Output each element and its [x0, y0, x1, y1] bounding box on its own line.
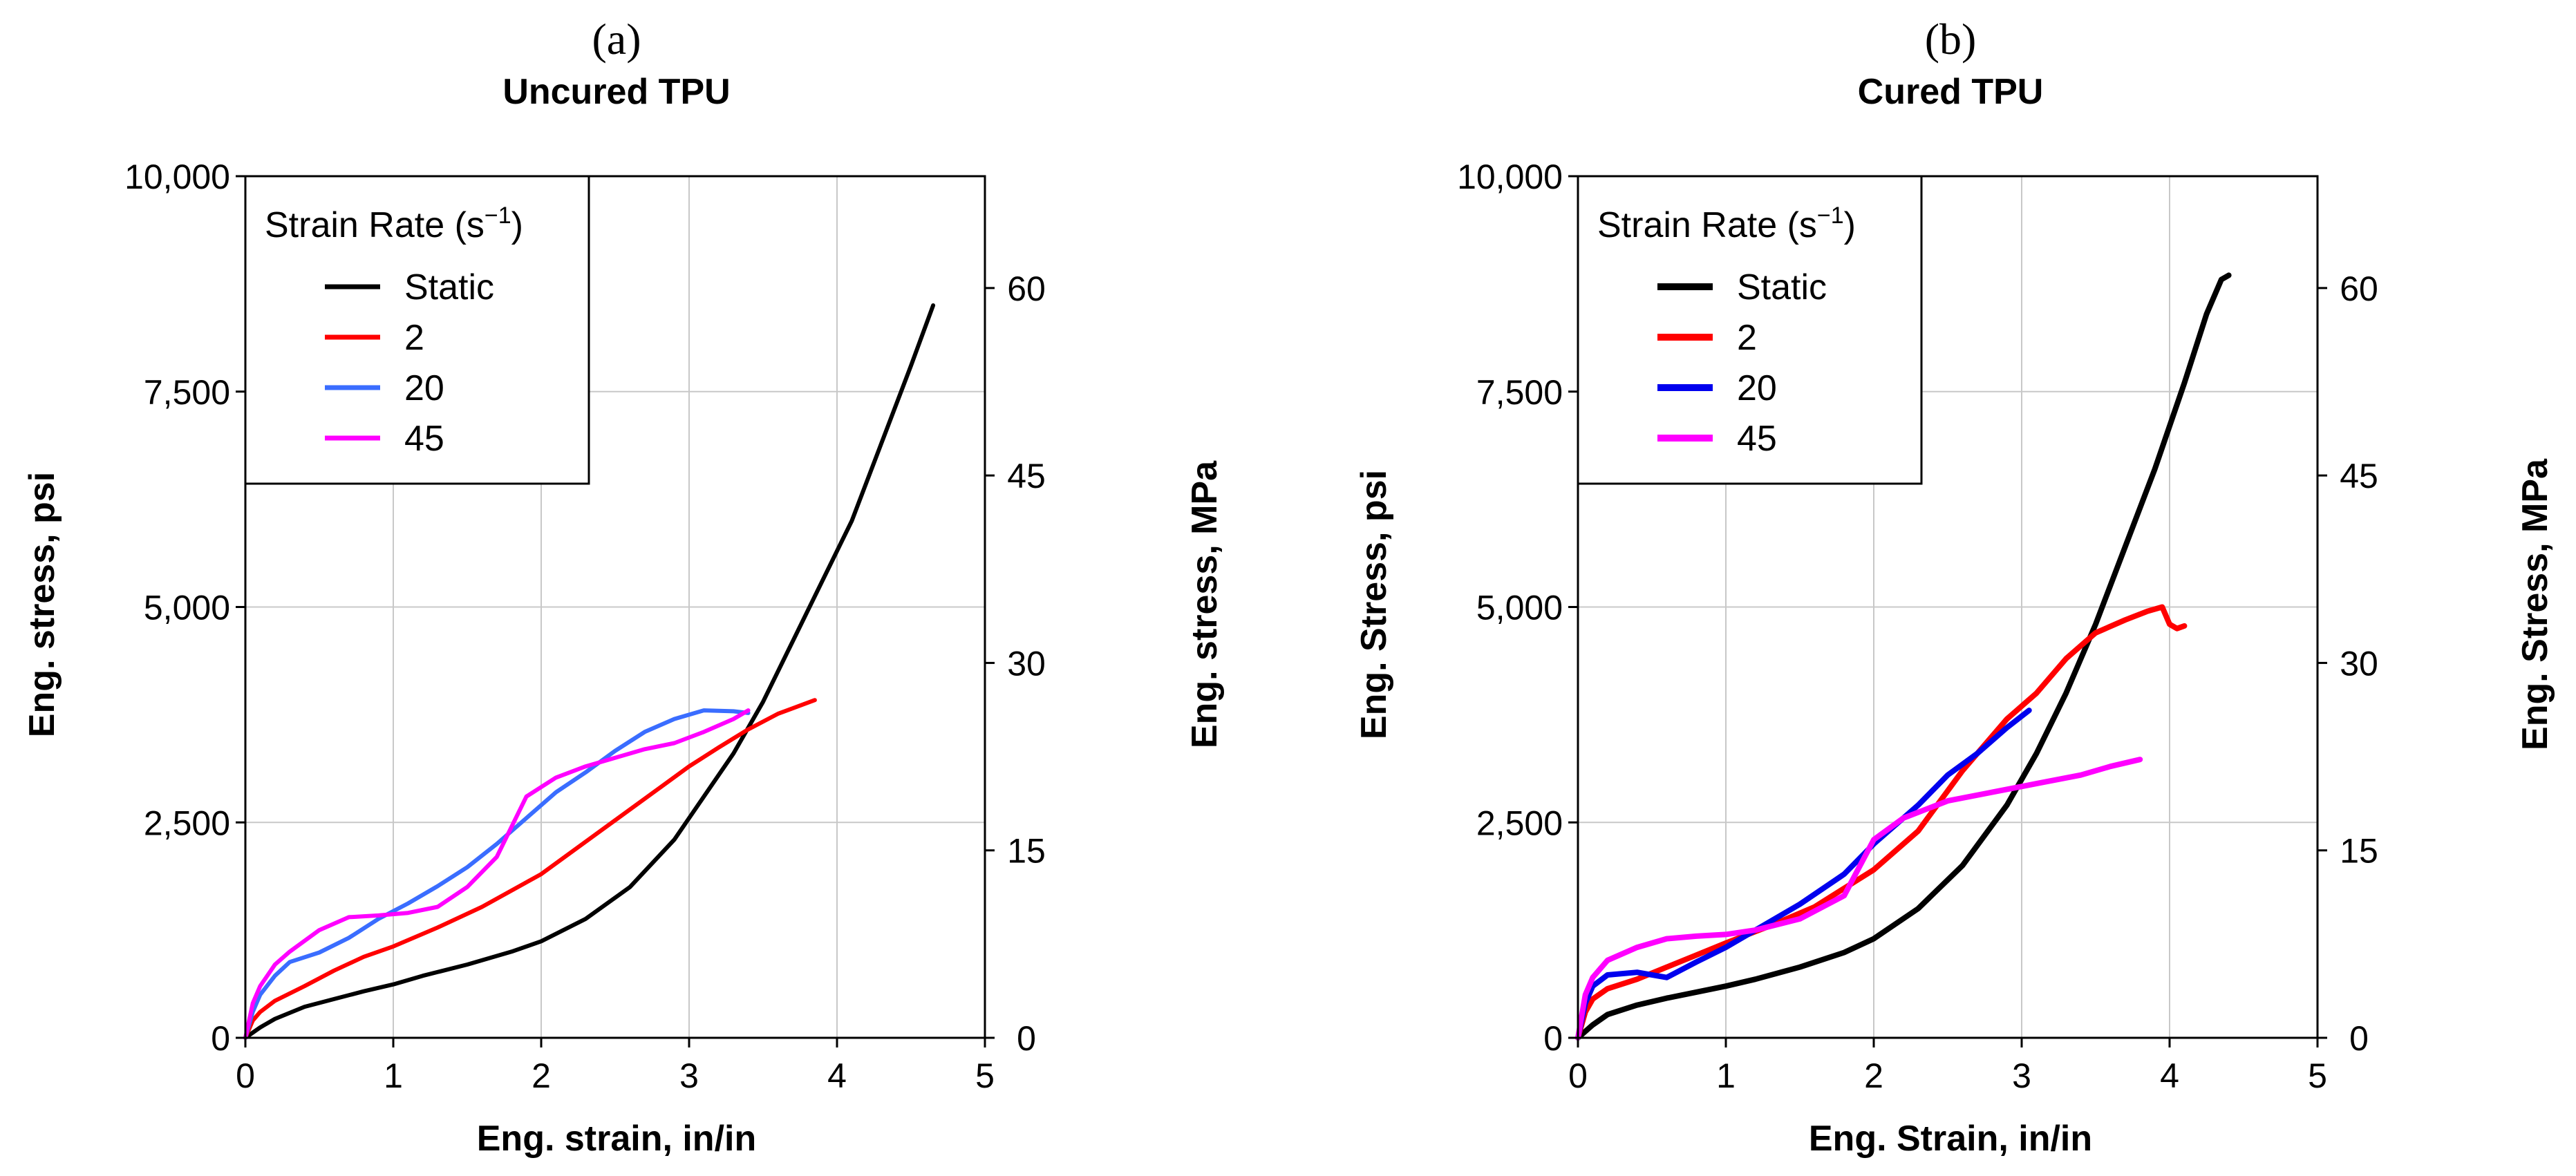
legend-label-2: 2 [404, 318, 424, 358]
legend-label-20: 20 [1737, 368, 1777, 408]
legend-box [1577, 175, 1923, 485]
x-tick-label: 3 [679, 1056, 699, 1095]
y2-tick-label: 45 [2340, 457, 2378, 495]
legend-label-static: Static [1737, 267, 1827, 307]
y2-tick-label: 30 [1007, 644, 1046, 683]
y-axis-label-left: Eng. Stress, psi [1354, 470, 1394, 739]
panel-b: (b) Cured TPU Strain Rate (s−1)Static220… [1354, 15, 2555, 1159]
y-tick-label: 5,000 [144, 589, 230, 627]
legend-label-2: 2 [1737, 318, 1757, 358]
panel-label: (b) [1925, 15, 1977, 64]
y-tick-label: 10,000 [124, 158, 230, 196]
series-line-2 [1575, 604, 2188, 1041]
legend-box [244, 175, 590, 485]
x-tick-label: 2 [532, 1056, 551, 1095]
legend-label-20: 20 [404, 368, 444, 408]
y-axis-label-left: Eng. stress, psi [22, 472, 62, 737]
y2-tick-label: 0 [2349, 1019, 2369, 1058]
x-tick-label: 3 [2012, 1056, 2031, 1095]
legend-label-static: Static [404, 267, 494, 307]
legend-label-45: 45 [1737, 419, 1777, 459]
chart-title: Cured TPU [1858, 72, 2044, 112]
series-line-45 [243, 708, 751, 1040]
x-axis-label: Eng. strain, in/in [477, 1119, 756, 1159]
y2-tick-label: 45 [1007, 457, 1046, 495]
y2-tick-label: 60 [1007, 269, 1046, 308]
series-line-45 [1575, 757, 2143, 1041]
y-tick-label: 2,500 [144, 804, 230, 842]
y2-tick-label: 15 [2340, 832, 2378, 871]
y-tick-label: 2,500 [1476, 804, 1563, 842]
legend-title: Strain Rate (s−1) [265, 202, 523, 245]
series-layer [243, 303, 936, 1040]
x-tick-label: 4 [827, 1056, 847, 1095]
x-tick-label: 1 [384, 1056, 403, 1095]
y-tick-label: 7,500 [1476, 373, 1563, 412]
y-axis-label-right: Eng. stress, MPa [1185, 460, 1225, 748]
y2-tick-label: 60 [2340, 269, 2378, 308]
x-tick-label: 0 [236, 1056, 255, 1095]
y-tick-label: 0 [1543, 1019, 1563, 1058]
legend: Strain Rate (s−1) Static 2 20 45 [244, 175, 590, 485]
panel-label: (a) [592, 15, 641, 64]
legend: Strain Rate (s−1) Static 2 20 45 [1577, 175, 1923, 485]
series-line-static [1575, 272, 2232, 1041]
y-tick-label: 7,500 [144, 373, 230, 412]
x-tick-label: 1 [1716, 1056, 1736, 1095]
x-tick-label: 0 [1568, 1056, 1588, 1095]
x-tick-label: 5 [975, 1056, 995, 1095]
series-line-20 [243, 708, 751, 1040]
y-axis-label-right: Eng. Stress, MPa [2515, 458, 2555, 750]
x-axis-label: Eng. Strain, in/in [1809, 1119, 2092, 1159]
y-tick-label: 10,000 [1457, 158, 1563, 196]
y2-tick-label: 0 [1017, 1019, 1036, 1058]
series-line-2 [243, 698, 817, 1040]
y2-tick-label: 15 [1007, 832, 1046, 871]
chart-title: Uncured TPU [502, 72, 730, 112]
x-tick-label: 5 [2308, 1056, 2327, 1095]
series-layer [1575, 272, 2232, 1041]
y-tick-label: 0 [211, 1019, 230, 1058]
y2-tick-label: 30 [2340, 644, 2378, 683]
series-line-static [243, 303, 936, 1040]
legend-label-45: 45 [404, 419, 444, 459]
x-tick-label: 4 [2160, 1056, 2179, 1095]
y-tick-label: 5,000 [1476, 589, 1563, 627]
x-tick-label: 2 [1864, 1056, 1883, 1095]
panel-a: (a) Uncured TPU Strain Rate (s−1) Static 2… [22, 15, 1225, 1159]
legend-title: Strain Rate (s−1) [1597, 202, 1856, 245]
